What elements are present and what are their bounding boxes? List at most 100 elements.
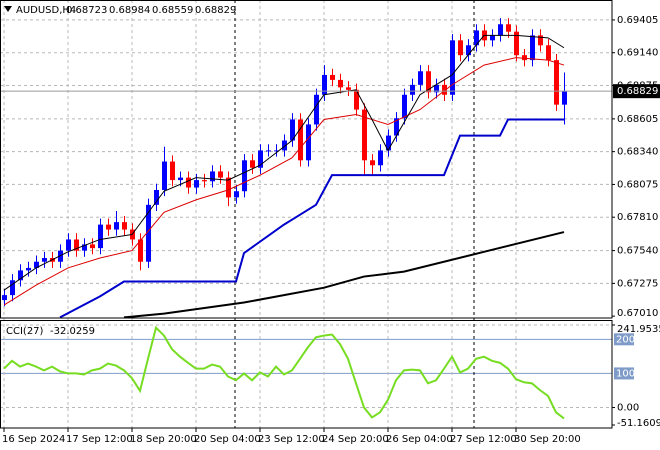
candle-body xyxy=(234,191,239,198)
x-tick-label: 30 Sep 20:00 xyxy=(514,434,581,445)
candle-body xyxy=(250,160,255,168)
symbol-title: AUDUSD,H4 xyxy=(16,5,76,16)
y-tick-label: 0.67540 xyxy=(617,246,658,257)
indicator-line xyxy=(123,231,565,319)
x-tick-label: 26 Sep 04:00 xyxy=(386,434,453,445)
y-tick-label: 0.00 xyxy=(617,403,639,414)
candle-body xyxy=(506,24,511,32)
candle-body xyxy=(34,261,39,268)
y-tick-label: 0.68340 xyxy=(617,147,658,158)
main-pane-frame xyxy=(0,0,613,319)
y-tick-label: 0.69405 xyxy=(617,15,658,26)
candle-body xyxy=(146,204,151,262)
candle-body xyxy=(218,171,223,178)
candle-body xyxy=(122,222,127,230)
open-readout: 0.68723 xyxy=(66,5,107,16)
candle-body xyxy=(402,94,407,119)
candle-body xyxy=(490,35,495,41)
candle-body xyxy=(530,35,535,61)
candle-body xyxy=(210,171,215,182)
candle-body xyxy=(26,267,31,271)
y-tick-label: -51.1609 xyxy=(617,418,660,429)
candle-body xyxy=(434,84,439,93)
candle-body xyxy=(346,87,351,90)
low-readout: 0.68559 xyxy=(152,5,193,16)
candle-body xyxy=(114,222,119,230)
candle-body xyxy=(170,161,175,181)
indicator-readout: -32.0259 xyxy=(50,326,95,337)
candle-body xyxy=(338,79,343,88)
y-tick-label: 0.67010 xyxy=(617,308,658,319)
indicator-title: CCI(27) xyxy=(6,326,44,337)
candle-body xyxy=(106,224,111,230)
level-label-box xyxy=(614,333,634,346)
candle-body xyxy=(138,239,143,262)
x-tick-label: 20 Sep 04:00 xyxy=(194,434,261,445)
candle-body xyxy=(90,244,95,249)
candle-body xyxy=(514,31,519,56)
candle-body xyxy=(178,177,183,181)
candle-body xyxy=(226,177,231,198)
y-tick-label: 0.67275 xyxy=(617,278,658,289)
candle-body xyxy=(2,295,7,301)
candle-body xyxy=(418,71,423,85)
grid-layer xyxy=(0,0,612,428)
x-tick-label: 16 Sep 2024 xyxy=(2,434,65,445)
candle-body xyxy=(370,160,375,166)
candle-body xyxy=(66,239,71,251)
indicator-line xyxy=(3,34,565,291)
candle-body xyxy=(74,239,79,251)
high-readout: 0.68984 xyxy=(109,5,150,16)
x-tick-label: 23 Sep 12:00 xyxy=(258,434,325,445)
collapse-arrow[interactable] xyxy=(4,6,12,12)
candle-body xyxy=(474,30,479,46)
current-price-box xyxy=(613,84,660,99)
candle-body xyxy=(98,224,103,249)
candle-body xyxy=(322,74,327,95)
indicator-pane-frame xyxy=(0,320,613,429)
x-tick-label: 18 Sep 20:00 xyxy=(130,434,197,445)
candle-body xyxy=(202,180,207,182)
candle-body xyxy=(410,84,415,95)
level-label-box xyxy=(614,367,634,380)
candle-body xyxy=(354,89,359,110)
current-price-label: 0.68829 xyxy=(617,86,658,97)
x-tick-label: 27 Sep 12:00 xyxy=(450,434,517,445)
y-tick-label: 0.69140 xyxy=(617,48,658,59)
candle-body xyxy=(426,71,431,93)
y-tick-label: 0.68075 xyxy=(617,179,658,190)
candle-body xyxy=(82,244,87,251)
indicator-line xyxy=(3,57,565,306)
indicator-line xyxy=(59,118,564,319)
candle-body xyxy=(522,55,527,61)
candle-body xyxy=(498,24,503,36)
candle-body xyxy=(154,189,159,205)
candle-body xyxy=(466,45,471,56)
candle-body xyxy=(162,161,167,190)
candle-body xyxy=(186,177,191,188)
y-tick-label: 0.67810 xyxy=(617,212,658,223)
level-label: 200 xyxy=(616,334,635,345)
candle-body xyxy=(258,150,263,168)
candle-body xyxy=(274,150,279,152)
candle-body xyxy=(546,45,551,61)
candle-body xyxy=(58,250,63,262)
candle-body xyxy=(386,135,391,151)
candle-body xyxy=(554,60,559,105)
candle-body xyxy=(306,124,311,161)
candle-body xyxy=(42,258,47,262)
candle-body xyxy=(378,150,383,166)
candle-body xyxy=(362,109,367,161)
candle-body xyxy=(10,280,15,296)
y-tick-label: 0.68605 xyxy=(617,114,658,125)
y-tick-label: 241.9535 xyxy=(617,324,660,335)
candle-body xyxy=(394,118,399,136)
mark-layer xyxy=(0,18,612,420)
close-readout: 0.68829 xyxy=(195,5,236,16)
candle-body xyxy=(194,180,199,188)
candle-body xyxy=(18,270,23,281)
candle-body xyxy=(538,35,543,46)
level-label: 100 xyxy=(616,368,635,379)
candle-body xyxy=(450,40,455,95)
